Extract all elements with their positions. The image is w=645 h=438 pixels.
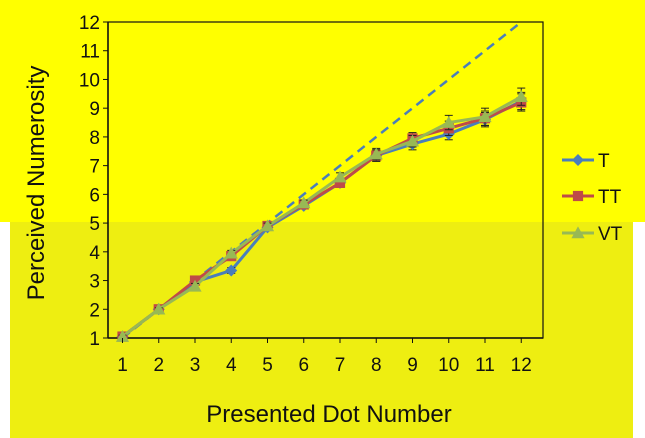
identity-dashed-line — [121, 21, 523, 339]
y-tick-label: 8 — [89, 128, 100, 149]
y-tick-label: 1 — [89, 329, 100, 350]
x-tick-label: 9 — [407, 355, 418, 376]
legend-item-tt: TT — [562, 187, 622, 208]
legend-label: TT — [598, 187, 622, 208]
data-point — [115, 329, 130, 342]
series-line — [121, 95, 522, 338]
x-tick-label: 5 — [262, 355, 273, 376]
data-point — [297, 196, 311, 209]
plot-area — [107, 21, 544, 339]
x-tick-label: 11 — [475, 355, 495, 376]
legend-item-t: T — [562, 151, 610, 172]
y-tick-label: 5 — [89, 214, 100, 235]
data-point — [225, 264, 238, 277]
x-tick-labels: 1 2 3 4 5 6 7 8 9 10 11 12 — [117, 338, 532, 376]
data-point — [188, 279, 202, 292]
x-tick-label: 6 — [298, 355, 309, 376]
legend-marker — [572, 190, 584, 202]
data-point — [224, 246, 238, 259]
identity-line-layer — [121, 21, 523, 339]
data-point — [152, 302, 166, 315]
x-tick-label: 12 — [511, 355, 532, 376]
legend-marker — [571, 226, 585, 239]
legend-label: VT — [598, 224, 623, 245]
x-tick-label: 3 — [190, 355, 201, 376]
y-tick-label: 4 — [89, 243, 100, 264]
x-tick-label: 8 — [371, 355, 382, 376]
data-point — [333, 170, 347, 183]
y-tick-label: 12 — [79, 13, 100, 34]
x-tick-label: 2 — [153, 355, 164, 376]
y-tick-label: 7 — [89, 157, 100, 178]
x-tick-label: 4 — [226, 355, 237, 376]
y-tick-label: 11 — [80, 42, 100, 63]
legend-label: T — [598, 151, 610, 172]
legend-item-vt: VT — [562, 224, 623, 245]
x-axis-title: Presented Dot Number — [206, 401, 451, 428]
y-axis-title: Perceived Numerosity — [23, 66, 50, 301]
y-tick-label: 9 — [89, 99, 100, 120]
x-tick-label: 10 — [438, 355, 459, 376]
y-tick-label: 2 — [89, 300, 100, 321]
x-tick-label: 1 — [117, 355, 128, 376]
y-tick-label: 3 — [89, 272, 100, 293]
data-point — [334, 177, 346, 188]
data-point — [514, 90, 528, 102]
data-point — [442, 115, 456, 128]
series-layer — [115, 87, 528, 343]
legend-marker — [572, 154, 584, 166]
x-tick-label: 7 — [335, 355, 346, 376]
data-point — [369, 147, 383, 160]
background-lower — [10, 222, 633, 438]
series-vt — [115, 87, 528, 342]
data-point — [260, 219, 275, 232]
y-tick-label: 10 — [79, 70, 100, 91]
data-point — [405, 134, 420, 147]
data-point — [478, 110, 492, 123]
series-line — [121, 101, 522, 338]
y-tick-label: 6 — [89, 185, 100, 206]
